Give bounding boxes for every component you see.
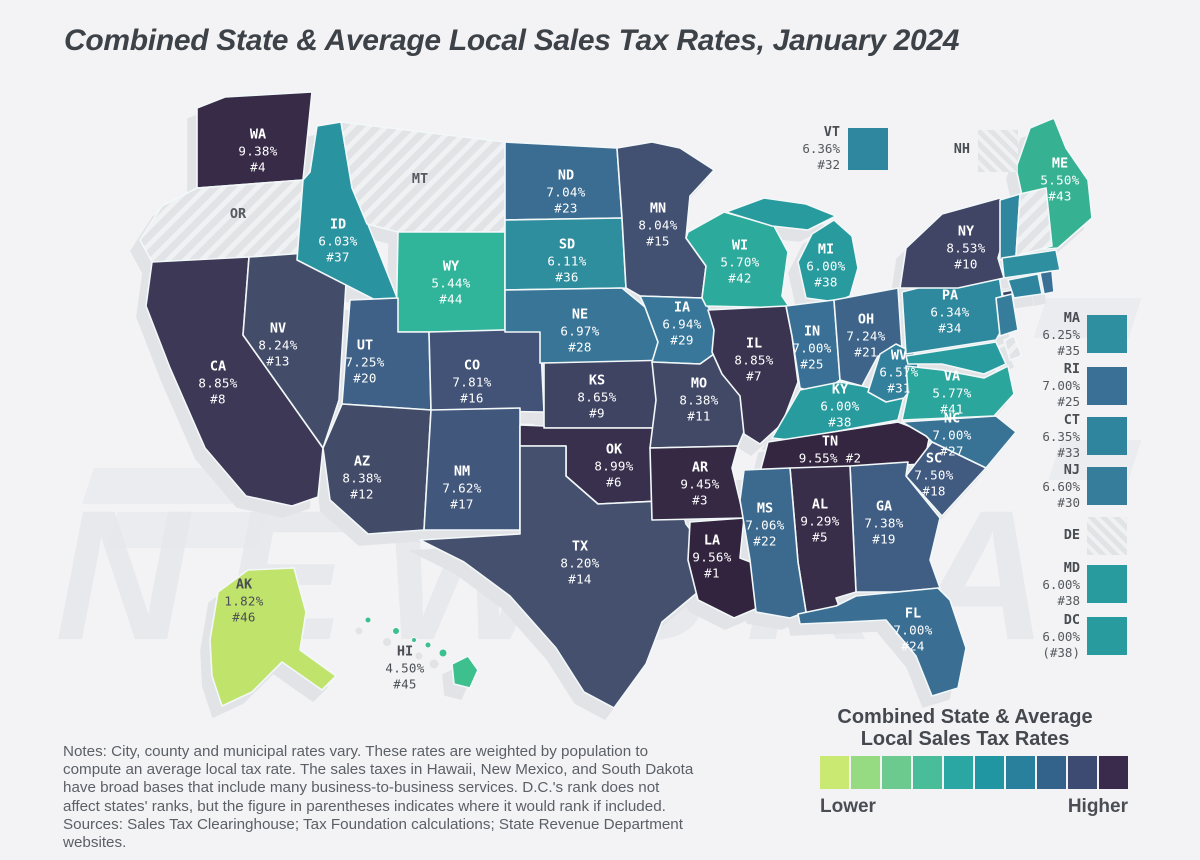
legend-color-cell-10	[1099, 756, 1128, 789]
legend-higher-label: Higher	[1067, 796, 1128, 817]
state-shape-wy	[395, 231, 506, 333]
legend-title-line1: Combined State & Average	[837, 706, 1093, 728]
state-shape-ma	[1001, 249, 1061, 279]
state-shape-ms	[739, 467, 807, 619]
legend-color-cell-2	[851, 756, 880, 789]
state-shape-mt	[340, 121, 506, 233]
callout-swatch-nh	[978, 130, 1018, 172]
callout-label-md: MD 6.00% #38	[1042, 560, 1080, 610]
state-abbr: VT	[823, 124, 840, 140]
callout-label-de: DE	[1064, 527, 1080, 544]
state-shape-tx	[419, 445, 707, 709]
state-shape-hi-island	[411, 637, 417, 643]
state-rate: 6.00%	[1042, 576, 1080, 592]
state-shape-mn	[616, 141, 715, 299]
state-rank: #25	[1057, 394, 1080, 409]
state-rank: (#38)	[1042, 645, 1080, 660]
callout-label-ma: MA 6.25% #35	[1042, 310, 1080, 360]
state-shape-de	[1003, 335, 1023, 361]
state-shape-sc	[905, 441, 987, 517]
state-abbr: CT	[1063, 412, 1080, 428]
callout-label-ct: CT 6.35% #33	[1042, 412, 1080, 462]
callout-label-vt: VT 6.36% #32	[802, 124, 840, 174]
state-shape-nh	[1015, 187, 1053, 257]
state-rate: 7.00%	[1042, 377, 1080, 393]
callout-swatch-ri	[1087, 367, 1127, 405]
state-shape-nj	[995, 293, 1019, 337]
state-rank: #32	[817, 157, 840, 172]
state-abbr: DC	[1063, 612, 1080, 628]
state-shape-ga	[849, 461, 941, 593]
state-shape-ar	[649, 445, 745, 521]
state-shape-sd	[504, 217, 627, 291]
legend-color-cell-7	[1006, 756, 1035, 789]
state-shape-hi-island	[438, 648, 448, 658]
state-abbr: RI	[1063, 361, 1080, 377]
legend-color-cell-6	[975, 756, 1004, 789]
state-rank: #35	[1057, 343, 1080, 358]
callout-swatch-nj	[1087, 467, 1127, 505]
state-shape-hi-island	[364, 616, 372, 624]
state-shape-nd	[504, 141, 623, 221]
state-shape-or	[139, 179, 304, 263]
callout-swatch-ma	[1087, 315, 1127, 353]
state-abbr: MD	[1063, 560, 1080, 576]
state-shape-mi	[797, 219, 859, 303]
state-shape-az	[322, 403, 432, 535]
legend-title: Combined State & Average Local Sales Tax…	[800, 706, 1130, 750]
state-shape-hi-big-island	[451, 655, 479, 689]
callout-swatch-md	[1087, 565, 1127, 603]
state-shape-co	[428, 328, 545, 413]
state-rate: 6.36%	[802, 140, 840, 156]
state-shape-ct	[1007, 273, 1043, 299]
state-rate: 6.00%	[1042, 628, 1080, 644]
state-shape-wa	[196, 91, 313, 189]
legend-color-cell-5	[944, 756, 973, 789]
state-rate: 6.60%	[1042, 478, 1080, 494]
state-rate: 6.35%	[1042, 428, 1080, 444]
callout-label-nj: NJ 6.60% #30	[1042, 462, 1080, 512]
state-rate: 6.25%	[1042, 326, 1080, 342]
legend-color-cell-4	[913, 756, 942, 789]
callout-label-nh: NH	[954, 141, 970, 158]
page-title: Combined State & Average Local Sales Tax…	[64, 24, 960, 57]
callout-swatch-dc	[1087, 617, 1127, 655]
callout-swatch-de	[1087, 517, 1127, 555]
legend-title-line2: Local Sales Tax Rates	[860, 728, 1070, 750]
callout-swatch-vt	[848, 128, 888, 170]
state-abbr: NH	[953, 141, 970, 157]
state-rank: #38	[1057, 593, 1080, 608]
legend-color-cell-8	[1037, 756, 1066, 789]
legend-color-cell-1	[820, 756, 849, 789]
state-shape-ak	[209, 567, 337, 707]
legend-lower-label: Lower	[820, 796, 876, 817]
state-rank: #33	[1057, 445, 1080, 460]
state-shape-md	[905, 341, 1007, 375]
state-shape-nm	[423, 407, 521, 531]
state-shape-ri	[1039, 270, 1055, 295]
state-shape-hi-island	[392, 627, 400, 635]
legend-color-cell-3	[882, 756, 911, 789]
state-shape-va	[901, 365, 1015, 421]
state-shape-oh	[833, 287, 903, 387]
state-abbr: NJ	[1063, 462, 1080, 478]
state-shape-mi-up	[725, 197, 837, 231]
notes-text: Notes: City, county and municipal rates …	[63, 743, 694, 852]
state-abbr: DE	[1063, 527, 1080, 543]
state-shape-ny	[899, 197, 1013, 289]
callout-swatch-ct	[1087, 417, 1127, 455]
legend-color-scale	[820, 756, 1128, 789]
callout-label-ri: RI 7.00% #25	[1042, 361, 1080, 411]
state-shape-fl	[797, 587, 967, 697]
state-shape-hi-island	[424, 641, 432, 649]
state-rank: #30	[1057, 495, 1080, 510]
callout-label-dc: DC 6.00% (#38)	[1042, 612, 1080, 662]
state-abbr: MA	[1063, 310, 1080, 326]
legend-color-cell-9	[1068, 756, 1097, 789]
